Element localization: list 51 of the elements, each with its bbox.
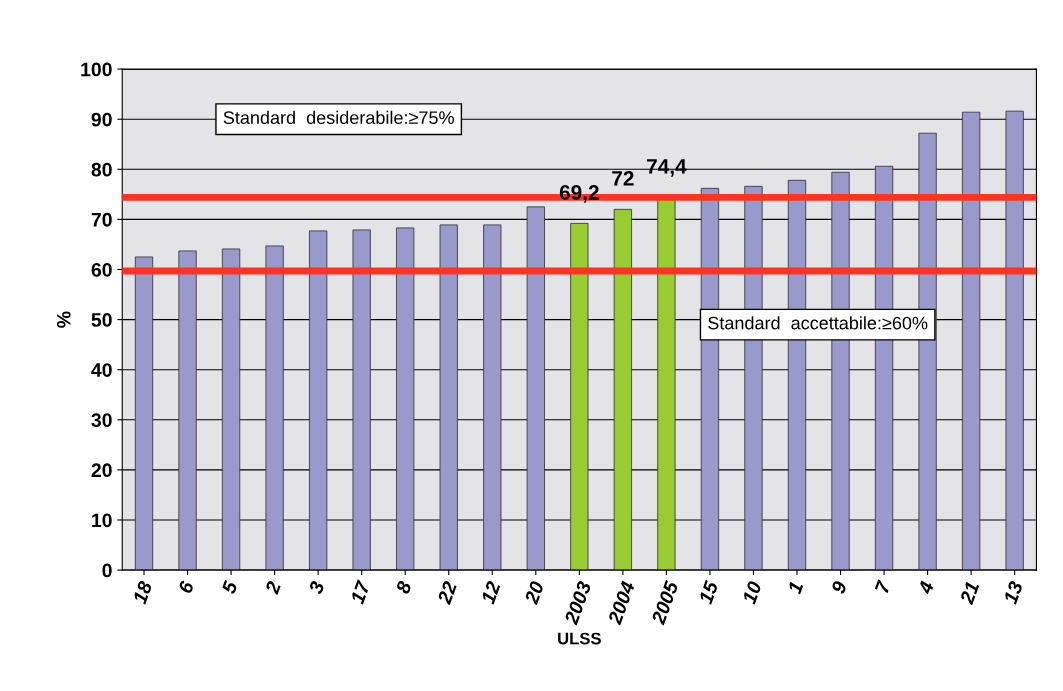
x-tick-label: 13 (1003, 580, 1024, 605)
annotation: Standard desiderabile:≥75% (223, 110, 454, 125)
data-label: 72 (612, 171, 634, 186)
x-tick-label: 17 (350, 579, 371, 605)
bar (526, 206, 545, 571)
x-tick-label: 8 (395, 580, 412, 595)
y-tick-label: 10 (92, 513, 112, 528)
x-tick-label: 18 (132, 580, 153, 605)
x-tick-label: 22 (436, 580, 458, 606)
annotation: Standard accettabile:≥60% (708, 316, 928, 330)
x-tick-label: 10 (741, 580, 762, 605)
y-tick-label: 60 (91, 262, 112, 277)
y-tick-label: 50 (91, 313, 112, 327)
y-tick-label: 70 (91, 212, 112, 227)
x-tick-label: 2004 (607, 580, 636, 626)
bar (265, 245, 284, 571)
x-tick-label: 20 (523, 580, 545, 606)
bar (1005, 110, 1024, 571)
y-tick-label: 80 (91, 162, 112, 177)
y-tick-label: 20 (91, 463, 112, 478)
bar (134, 256, 154, 571)
x-tick-label: 2005 (650, 579, 679, 626)
x-tick-label: 4 (917, 580, 935, 596)
bar (483, 224, 502, 571)
y-tick-label: 40 (91, 363, 112, 377)
y-axis-title: % (56, 311, 71, 328)
bar (221, 248, 241, 571)
bar (396, 227, 415, 571)
x-tick-label: 5 (221, 579, 238, 595)
bar (570, 222, 589, 571)
y-tick-label: 30 (91, 413, 112, 428)
bar (439, 224, 458, 571)
y-tick-label: 90 (91, 112, 112, 127)
x-axis-title: ULSS (558, 632, 601, 645)
x-tick-label: 15 (698, 579, 719, 605)
x-tick-label: 2003 (563, 580, 592, 626)
bar (178, 250, 197, 571)
x-tick-label: 12 (480, 580, 501, 605)
x-tick-label: 6 (177, 579, 195, 594)
x-tick-label: 9 (830, 580, 848, 595)
x-tick-label: 1 (787, 581, 804, 595)
y-tick-label: 100 (81, 62, 112, 77)
bar (309, 230, 328, 571)
x-tick-label: 3 (308, 580, 325, 595)
x-tick-label: 7 (874, 579, 891, 594)
x-tick-label: 21 (959, 580, 980, 606)
bar (613, 208, 632, 571)
x-tick-label: 2 (264, 580, 282, 596)
y-tick-label: 0 (102, 563, 112, 578)
bar (352, 229, 371, 571)
bar (962, 111, 981, 571)
